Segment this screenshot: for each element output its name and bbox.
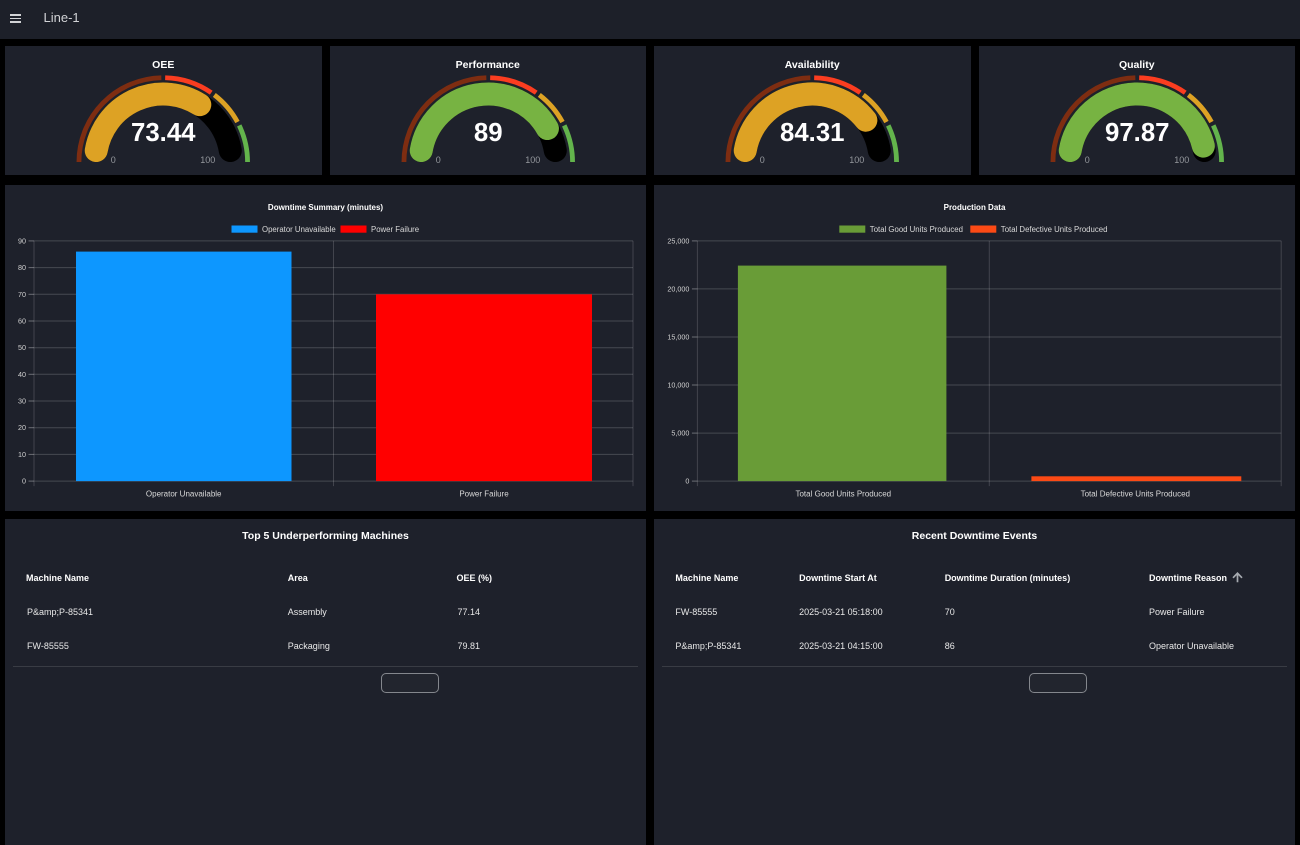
svg-text:30: 30 <box>18 396 26 405</box>
svg-text:0: 0 <box>111 155 116 165</box>
svg-text:25,000: 25,000 <box>667 236 689 245</box>
svg-text:20,000: 20,000 <box>667 284 689 293</box>
svg-text:0: 0 <box>760 155 765 165</box>
svg-text:0: 0 <box>1084 155 1089 165</box>
svg-text:40: 40 <box>18 369 26 378</box>
svg-text:10,000: 10,000 <box>667 380 689 389</box>
svg-text:50: 50 <box>18 343 26 352</box>
svg-text:100: 100 <box>200 155 215 165</box>
svg-text:60: 60 <box>18 316 26 325</box>
svg-text:Operator Unavailable: Operator Unavailable <box>262 225 336 234</box>
svg-text:100: 100 <box>525 155 540 165</box>
svg-text:0: 0 <box>435 155 440 165</box>
svg-text:73.44: 73.44 <box>131 119 196 147</box>
svg-text:0: 0 <box>22 476 26 485</box>
svg-text:100: 100 <box>1174 155 1189 165</box>
svg-text:80: 80 <box>18 263 26 272</box>
svg-text:10: 10 <box>18 449 26 458</box>
svg-text:20: 20 <box>18 423 26 432</box>
svg-text:Power Failure: Power Failure <box>371 225 419 234</box>
svg-text:Total Good Units Produced: Total Good Units Produced <box>870 225 963 234</box>
svg-text:Total Defective Units Produced: Total Defective Units Produced <box>1081 489 1190 498</box>
svg-text:100: 100 <box>849 155 864 165</box>
svg-text:90: 90 <box>18 236 26 245</box>
svg-text:Power Failure: Power Failure <box>459 489 509 498</box>
svg-text:Operator Unavailable: Operator Unavailable <box>146 489 222 498</box>
svg-text:70: 70 <box>18 289 26 298</box>
svg-text:0: 0 <box>685 476 689 485</box>
svg-text:5,000: 5,000 <box>671 428 689 437</box>
svg-text:97.87: 97.87 <box>1104 119 1169 147</box>
svg-text:Total Defective Units Produced: Total Defective Units Produced <box>1001 225 1108 234</box>
svg-text:15,000: 15,000 <box>667 332 689 341</box>
svg-text:Total Good Units Produced: Total Good Units Produced <box>795 489 891 498</box>
svg-text:84.31: 84.31 <box>780 119 845 147</box>
svg-text:89: 89 <box>473 119 502 147</box>
